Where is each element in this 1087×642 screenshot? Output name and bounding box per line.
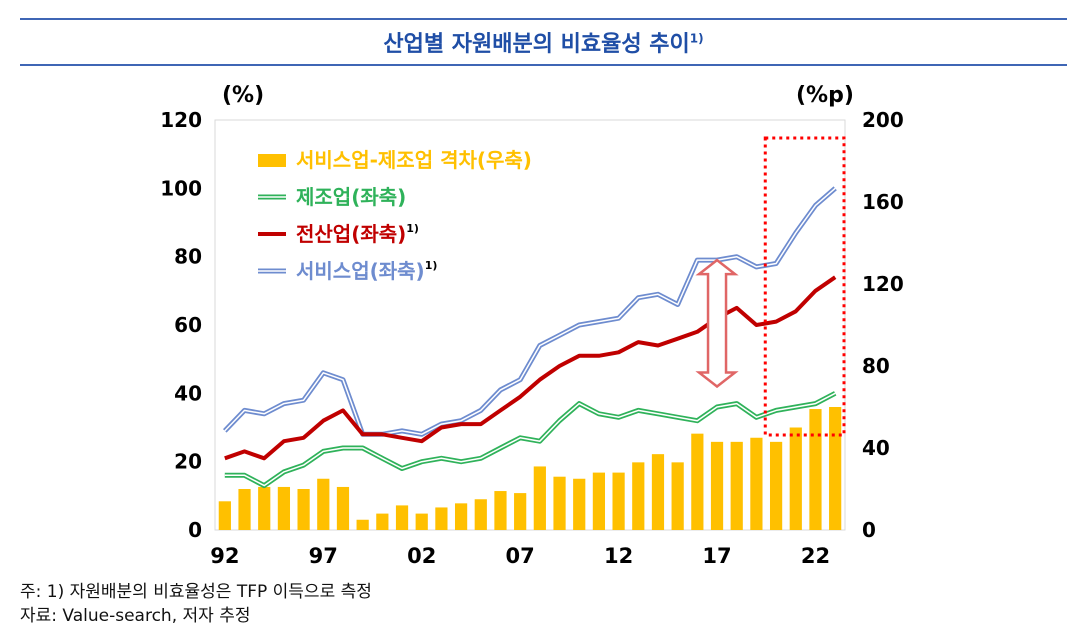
bar-gap bbox=[730, 441, 743, 530]
bar-gap bbox=[769, 441, 783, 530]
bar-gap bbox=[691, 433, 704, 530]
y-left-tick-label: 120 bbox=[160, 108, 202, 132]
page-title: 산업별 자원배분의 비효율성 추이1) bbox=[0, 26, 1087, 58]
bar-gap bbox=[750, 437, 763, 530]
legend-label-all_industries: 전산업(좌축)1) bbox=[296, 222, 419, 246]
bar-gap bbox=[336, 486, 350, 530]
bar-gap bbox=[356, 519, 369, 530]
bar-gap bbox=[218, 501, 231, 530]
bar-gap bbox=[514, 493, 527, 530]
bar-gap bbox=[376, 513, 389, 530]
y-left-tick-label: 100 bbox=[160, 176, 202, 200]
bar-gap bbox=[415, 513, 428, 530]
bar-gap bbox=[553, 476, 566, 530]
bar-gap bbox=[533, 466, 546, 530]
bar-gap bbox=[829, 407, 842, 530]
x-tick-label: 97 bbox=[309, 544, 338, 568]
y-right-tick-label: 0 bbox=[862, 518, 876, 542]
y-right-axis-label: (%p) bbox=[796, 83, 854, 108]
footnote-source: 자료: Value-search, 저자 추정 bbox=[20, 606, 251, 626]
double-arrow-annotation bbox=[695, 258, 739, 389]
x-tick-label: 12 bbox=[604, 544, 633, 568]
legend-label-manufacturing: 제조업(좌축) bbox=[296, 185, 406, 209]
bar-gap bbox=[809, 409, 822, 530]
y-left-tick-label: 0 bbox=[188, 518, 202, 542]
bar-gap bbox=[494, 491, 507, 530]
title-text: 산업별 자원배분의 비효율성 추이 bbox=[383, 32, 690, 57]
x-tick-label: 22 bbox=[801, 544, 830, 568]
bar-gap bbox=[258, 486, 271, 530]
legend-superscript: 1) bbox=[425, 259, 438, 272]
bar-gap bbox=[454, 503, 468, 530]
y-left-tick-label: 80 bbox=[174, 245, 202, 269]
y-left-tick-label: 40 bbox=[174, 381, 202, 405]
footnotes: 주: 1) 자원배분의 비효율성은 TFP 이득으로 측정 자료: Value-… bbox=[20, 580, 372, 628]
footnote-note: 주: 1) 자원배분의 비효율성은 TFP 이득으로 측정 bbox=[20, 582, 372, 602]
bar-gap bbox=[297, 489, 310, 530]
title-rule-bottom bbox=[20, 64, 1067, 66]
line-all-industries bbox=[224, 275, 837, 461]
bar-gap bbox=[317, 478, 330, 530]
x-tick-label: 92 bbox=[210, 544, 239, 568]
y-right-tick-label: 40 bbox=[862, 436, 890, 460]
line-manufacturing-inner bbox=[224, 392, 836, 487]
legend-label-services: 서비스업(좌축)1) bbox=[296, 259, 437, 283]
x-tick-label: 02 bbox=[407, 544, 436, 568]
y-right-tick-label: 120 bbox=[862, 272, 904, 296]
bar-gap bbox=[435, 507, 448, 530]
line-services-inner bbox=[224, 187, 836, 436]
bar-gap bbox=[474, 499, 487, 530]
bar-gap bbox=[592, 472, 606, 530]
y-left-axis-label: (%) bbox=[222, 83, 264, 108]
bar-gap bbox=[789, 427, 802, 530]
bar-gap bbox=[651, 454, 665, 530]
plot-frame bbox=[214, 119, 846, 531]
legend-superscript: 1) bbox=[406, 222, 419, 235]
dotted-box-annotation bbox=[763, 136, 846, 437]
y-right-tick-label: 80 bbox=[862, 354, 890, 378]
y-left-tick-label: 60 bbox=[174, 313, 202, 337]
bar-gap bbox=[671, 462, 684, 530]
y-left-tick-label: 20 bbox=[174, 450, 202, 474]
title-superscript: 1) bbox=[689, 31, 704, 46]
legend-label-gap: 서비스업-제조업 격차(우축) bbox=[296, 148, 532, 172]
title-rule-top bbox=[20, 18, 1067, 20]
x-tick-label: 17 bbox=[702, 544, 731, 568]
bar-gap bbox=[277, 486, 291, 530]
bar-gap bbox=[238, 489, 251, 530]
bar-gap bbox=[710, 441, 724, 530]
bar-gap bbox=[395, 505, 409, 530]
x-tick-label: 07 bbox=[506, 544, 535, 568]
y-right-tick-label: 200 bbox=[862, 108, 904, 132]
y-right-tick-label: 160 bbox=[862, 190, 904, 214]
bar-gap bbox=[573, 478, 586, 530]
legend-swatch-gap bbox=[258, 154, 286, 167]
bar-gap bbox=[632, 462, 645, 530]
bar-gap bbox=[612, 472, 625, 530]
